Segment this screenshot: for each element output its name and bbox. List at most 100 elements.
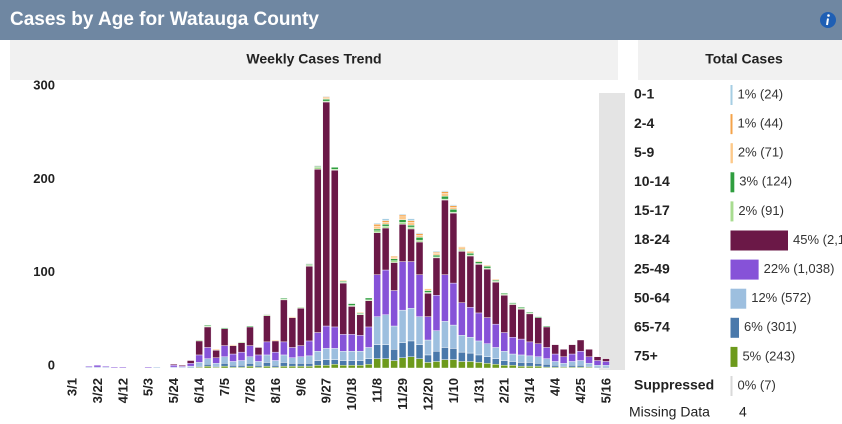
header-title: Cases by Age for Watauga County — [10, 9, 319, 30]
bar-segment — [186, 363, 195, 367]
bar-segment — [441, 321, 449, 348]
totals-title: Total Cases — [705, 51, 783, 67]
total-bar — [731, 143, 733, 164]
bar-segment — [381, 225, 390, 229]
bar-segment — [314, 351, 322, 361]
bar-segment — [381, 227, 390, 271]
bar-segment — [415, 232, 424, 234]
bar-segment — [415, 241, 424, 275]
bar-segment — [102, 365, 110, 368]
x-tick-label: 11/29 — [395, 378, 410, 410]
highlight-band — [599, 93, 625, 370]
total-bar — [731, 114, 733, 135]
bar-segment — [542, 358, 551, 365]
bar-segment — [314, 167, 322, 170]
bar-segment — [237, 365, 246, 368]
bar-segment — [364, 347, 373, 359]
total-label: 22% (1,038) — [764, 261, 835, 276]
bar-segment — [517, 307, 525, 309]
total-bar — [731, 346, 738, 367]
bar-segment — [390, 360, 398, 369]
bar-segment — [381, 224, 390, 227]
bar-segment — [593, 356, 602, 361]
bar-segment — [475, 312, 483, 342]
bar-segment — [212, 357, 220, 364]
bar-segment — [246, 326, 254, 346]
bar-segment — [280, 362, 288, 367]
bar-segment — [568, 344, 576, 355]
bar-segment — [500, 360, 508, 366]
bar-segment — [432, 351, 441, 362]
bar-segment — [542, 364, 551, 368]
x-tick-label: 2/21 — [497, 378, 512, 403]
bar-segment — [551, 353, 559, 362]
bar-segment — [322, 325, 330, 349]
bar-segment — [534, 316, 542, 318]
bar-segment — [339, 365, 347, 369]
x-tick-label: 4/4 — [548, 377, 563, 396]
missing-value: 4 — [739, 404, 747, 420]
bar-segment — [458, 302, 466, 336]
info-icon[interactable] — [820, 12, 836, 28]
x-tick-label: 1/31 — [471, 378, 486, 403]
bar-segment — [364, 297, 373, 301]
bar-segment — [526, 362, 534, 367]
total-bar — [731, 317, 740, 338]
bar-segment — [398, 224, 407, 262]
bar-segment — [500, 332, 508, 352]
bar-segment — [466, 255, 475, 308]
bar-segment — [220, 363, 229, 367]
bar-segment — [348, 306, 356, 335]
bar-segment — [466, 251, 475, 254]
bar-segment — [458, 246, 466, 248]
bar-segment — [390, 290, 398, 327]
legend-label: 50-64 — [634, 289, 670, 305]
bar-segment — [458, 335, 466, 353]
bar-segment — [280, 297, 288, 300]
bar-segment — [407, 308, 415, 342]
bar-segment — [305, 363, 314, 367]
bar-segment — [305, 340, 314, 357]
bar-segment — [348, 360, 356, 366]
bar-segment — [280, 354, 288, 363]
bar-segment — [415, 358, 424, 369]
bar-segment — [415, 233, 424, 236]
bar-segment — [297, 365, 305, 369]
bar-segment — [534, 365, 542, 369]
total-bar — [731, 172, 735, 193]
bar-segment — [381, 344, 390, 359]
bar-segment — [441, 274, 449, 322]
bar-segment — [407, 224, 415, 228]
bar-segment — [322, 98, 330, 102]
bar-segment — [483, 317, 492, 344]
bar-segment — [509, 302, 517, 304]
total-label: 2% (91) — [738, 203, 784, 218]
bar-segment — [381, 314, 390, 345]
bar-segment — [356, 365, 364, 369]
bar-segment — [559, 363, 568, 367]
bar-segment — [381, 218, 390, 221]
bar-segment — [212, 350, 220, 358]
bar-segment — [246, 363, 254, 367]
bar-segment — [280, 299, 288, 343]
bar-segment — [331, 167, 339, 170]
total-label: 1% (44) — [738, 116, 784, 131]
bar-segment — [93, 365, 102, 368]
bar-segment — [559, 356, 568, 364]
bar-segment — [449, 324, 458, 349]
bar-segment — [517, 309, 525, 340]
bar-segment — [475, 354, 483, 363]
bar-segment — [229, 361, 237, 366]
bar-segment — [348, 351, 356, 361]
bar-segment — [534, 356, 542, 364]
bar-segment — [322, 359, 330, 366]
totals-header — [638, 40, 842, 80]
bar-segment — [509, 353, 517, 362]
bar-segment — [331, 359, 339, 365]
bar-segment — [297, 356, 305, 364]
bar-segment — [432, 254, 441, 258]
bar-segment — [449, 212, 458, 284]
bar-segment — [220, 327, 229, 330]
bar-segment — [551, 344, 559, 355]
bar-segment — [390, 258, 398, 261]
